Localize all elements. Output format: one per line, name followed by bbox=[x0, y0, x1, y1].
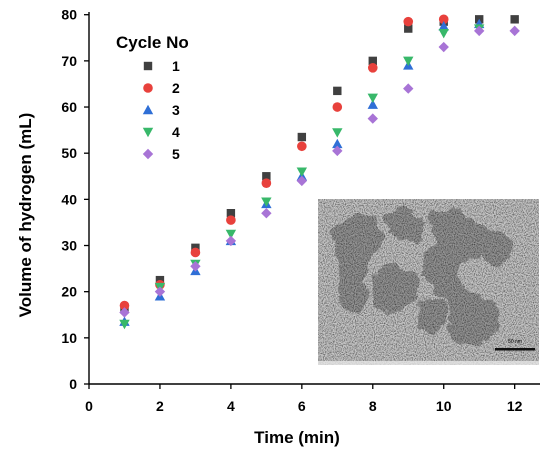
y-tick-label: 0 bbox=[69, 376, 77, 392]
legend-marker bbox=[143, 61, 153, 71]
legend-label: 5 bbox=[172, 146, 180, 162]
x-tick-label: 0 bbox=[85, 398, 93, 414]
data-point bbox=[332, 128, 343, 138]
legend-item: 1 bbox=[143, 58, 180, 74]
x-tick-label: 8 bbox=[369, 398, 377, 414]
data-point bbox=[332, 102, 343, 112]
data-point bbox=[225, 229, 237, 240]
data-point bbox=[261, 197, 272, 207]
y-tick-label: 70 bbox=[61, 53, 77, 69]
data-point bbox=[296, 175, 308, 187]
x-tick-label: 6 bbox=[298, 398, 306, 414]
x-tick-label: 10 bbox=[436, 398, 452, 414]
data-point bbox=[119, 319, 130, 330]
data-point bbox=[367, 62, 378, 73]
legend-item: 5 bbox=[142, 146, 180, 162]
data-point bbox=[403, 16, 414, 27]
y-tick-label: 10 bbox=[61, 330, 77, 346]
legend-item: 4 bbox=[142, 124, 180, 140]
y-tick-label: 80 bbox=[61, 7, 77, 23]
data-point bbox=[473, 25, 485, 37]
series-5-points bbox=[119, 25, 520, 318]
legend-label: 1 bbox=[172, 58, 180, 74]
data-point bbox=[404, 24, 413, 33]
legend-item: 3 bbox=[142, 102, 180, 118]
y-axis-label: Volume of hydrogen (mL) bbox=[16, 113, 35, 318]
data-point bbox=[333, 86, 342, 96]
scale-bar-label: 50 nm bbox=[508, 339, 522, 345]
series-2-points bbox=[119, 14, 449, 311]
y-tick-label: 20 bbox=[61, 284, 77, 300]
data-point bbox=[367, 99, 378, 109]
data-point bbox=[190, 261, 201, 272]
data-point bbox=[367, 93, 378, 103]
data-point bbox=[119, 300, 130, 311]
data-point bbox=[438, 21, 449, 31]
data-point bbox=[262, 172, 271, 181]
legend-label: 4 bbox=[172, 124, 180, 140]
legend: Cycle No 1 2 3 4 5 bbox=[116, 33, 189, 162]
legend-marker bbox=[142, 104, 154, 115]
data-point bbox=[367, 113, 378, 124]
y-tick-label: 50 bbox=[61, 145, 77, 161]
legend-item: 2 bbox=[143, 80, 180, 96]
data-point bbox=[403, 83, 414, 94]
data-point bbox=[225, 235, 237, 247]
data-points bbox=[119, 14, 520, 330]
data-point bbox=[226, 215, 236, 225]
data-point bbox=[154, 286, 166, 297]
legend-marker bbox=[142, 127, 154, 138]
x-axis: 0 2 4 6 8 10 12 Time (min) bbox=[85, 383, 540, 447]
y-axis: 0 10 20 30 40 50 60 70 80 Volume of hydrogen (mL… bbox=[16, 7, 90, 392]
y-tick-label: 30 bbox=[61, 238, 77, 254]
data-point bbox=[261, 208, 272, 219]
data-point bbox=[297, 141, 307, 152]
data-point bbox=[226, 209, 236, 218]
data-point bbox=[509, 25, 520, 37]
y-tick-label: 60 bbox=[61, 99, 77, 115]
y-tick-label: 40 bbox=[61, 191, 77, 207]
data-point bbox=[438, 28, 449, 39]
legend-title: Cycle No bbox=[116, 33, 189, 52]
data-point bbox=[332, 138, 343, 149]
data-point bbox=[438, 14, 449, 25]
data-point bbox=[332, 145, 343, 157]
scale-bar bbox=[495, 348, 535, 351]
data-point bbox=[261, 178, 272, 188]
x-tick-label: 4 bbox=[227, 398, 235, 414]
legend-marker bbox=[143, 83, 153, 93]
legend-marker bbox=[142, 148, 154, 160]
data-point bbox=[510, 15, 519, 24]
data-point bbox=[190, 247, 201, 258]
data-point bbox=[403, 56, 414, 67]
data-point bbox=[368, 56, 377, 66]
legend-label: 3 bbox=[172, 102, 180, 118]
data-point bbox=[296, 167, 308, 177]
tem-micrograph-inset: 50 nm bbox=[318, 199, 539, 365]
legend-label: 2 bbox=[172, 80, 180, 96]
data-point bbox=[119, 307, 130, 318]
x-axis-label: Time (min) bbox=[254, 428, 340, 447]
x-tick-label: 12 bbox=[507, 398, 523, 414]
x-tick-label: 2 bbox=[156, 398, 164, 414]
data-point bbox=[438, 41, 449, 53]
data-point bbox=[297, 132, 307, 142]
series-4-points bbox=[119, 24, 485, 330]
